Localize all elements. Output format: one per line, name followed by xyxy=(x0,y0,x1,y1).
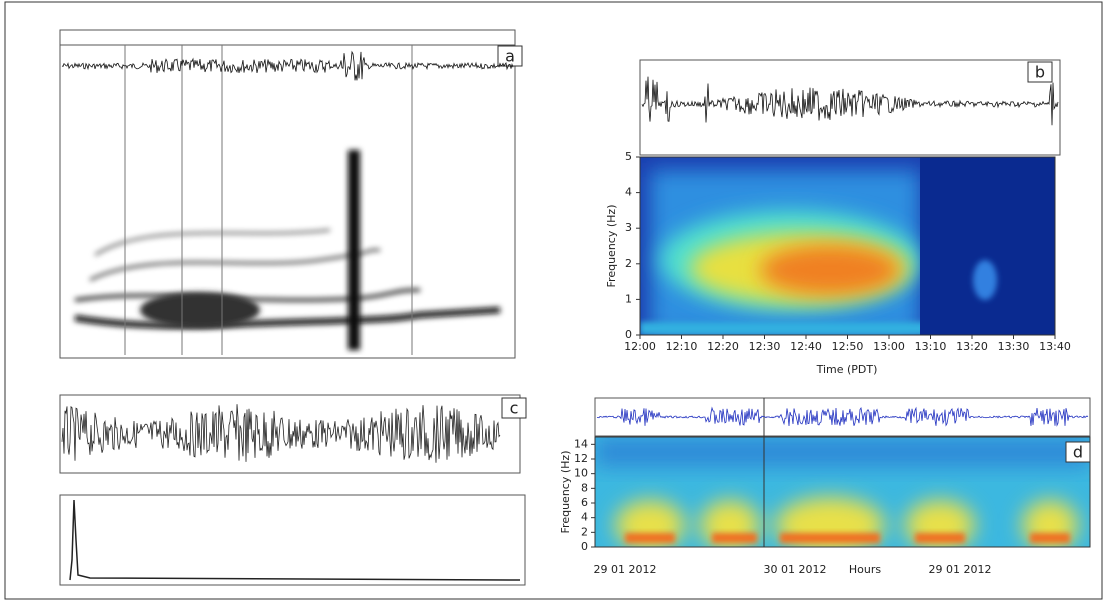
spectrogram-a xyxy=(74,150,501,350)
y-tick-label: 4 xyxy=(581,511,588,524)
x-tick-label: 12:30 xyxy=(749,340,781,353)
spectrogram-d xyxy=(595,437,1090,547)
y-tick-label: 0 xyxy=(581,540,588,553)
x-label: 30 01 2012 xyxy=(764,563,827,576)
y-tick-label: 0 xyxy=(625,328,632,341)
x-tick-label: 12:10 xyxy=(666,340,698,353)
y-axis-label: Frequency (Hz) xyxy=(559,451,572,534)
y-tick-label: 2 xyxy=(581,525,588,538)
x-label: 29 01 2012 xyxy=(594,563,657,576)
waveform xyxy=(61,50,514,81)
y-tick-label: 5 xyxy=(625,150,632,163)
y-tick-label: 12 xyxy=(574,452,588,465)
x-tick-label: 13:00 xyxy=(873,340,905,353)
y-tick-label: 14 xyxy=(574,437,588,450)
y-tick-label: 4 xyxy=(625,186,632,199)
x-tick-label: 12:00 xyxy=(624,340,656,353)
x-tick-label: 13:20 xyxy=(956,340,988,353)
y-tick-label: 6 xyxy=(581,496,588,509)
y-tick-label: 10 xyxy=(574,467,588,480)
panel-a xyxy=(59,29,516,359)
panel-b-wave xyxy=(639,59,1061,156)
x-tick-label: 12:20 xyxy=(707,340,739,353)
y-tick-label: 1 xyxy=(625,292,632,305)
x-tick-label: 12:40 xyxy=(790,340,822,353)
panel-label: a xyxy=(505,47,515,66)
x-tick-label: 13:40 xyxy=(1039,340,1071,353)
panel-c-top xyxy=(59,394,521,474)
y-tick-label: 3 xyxy=(625,221,632,234)
x-label: 29 01 2012 xyxy=(929,563,992,576)
frame xyxy=(4,1,1103,600)
panel-label: c xyxy=(510,399,519,418)
x-label: Hours xyxy=(849,563,881,576)
spectrogram-b xyxy=(640,157,1055,335)
waveform xyxy=(641,76,1059,126)
waveform xyxy=(61,404,501,463)
x-axis-label: Time (PDT) xyxy=(816,363,878,376)
waveform xyxy=(596,406,1089,427)
x-tick-label: 13:10 xyxy=(915,340,947,353)
y-axis-label: Frequency (Hz) xyxy=(605,205,618,288)
x-tick-label: 12:50 xyxy=(832,340,864,353)
y-tick-label: 8 xyxy=(581,481,588,494)
panel-label: d xyxy=(1073,443,1083,462)
panel-label: b xyxy=(1035,63,1045,82)
y-tick-label: 2 xyxy=(625,257,632,270)
panel-c-bottom xyxy=(59,494,526,586)
x-tick-label: 13:30 xyxy=(998,340,1030,353)
